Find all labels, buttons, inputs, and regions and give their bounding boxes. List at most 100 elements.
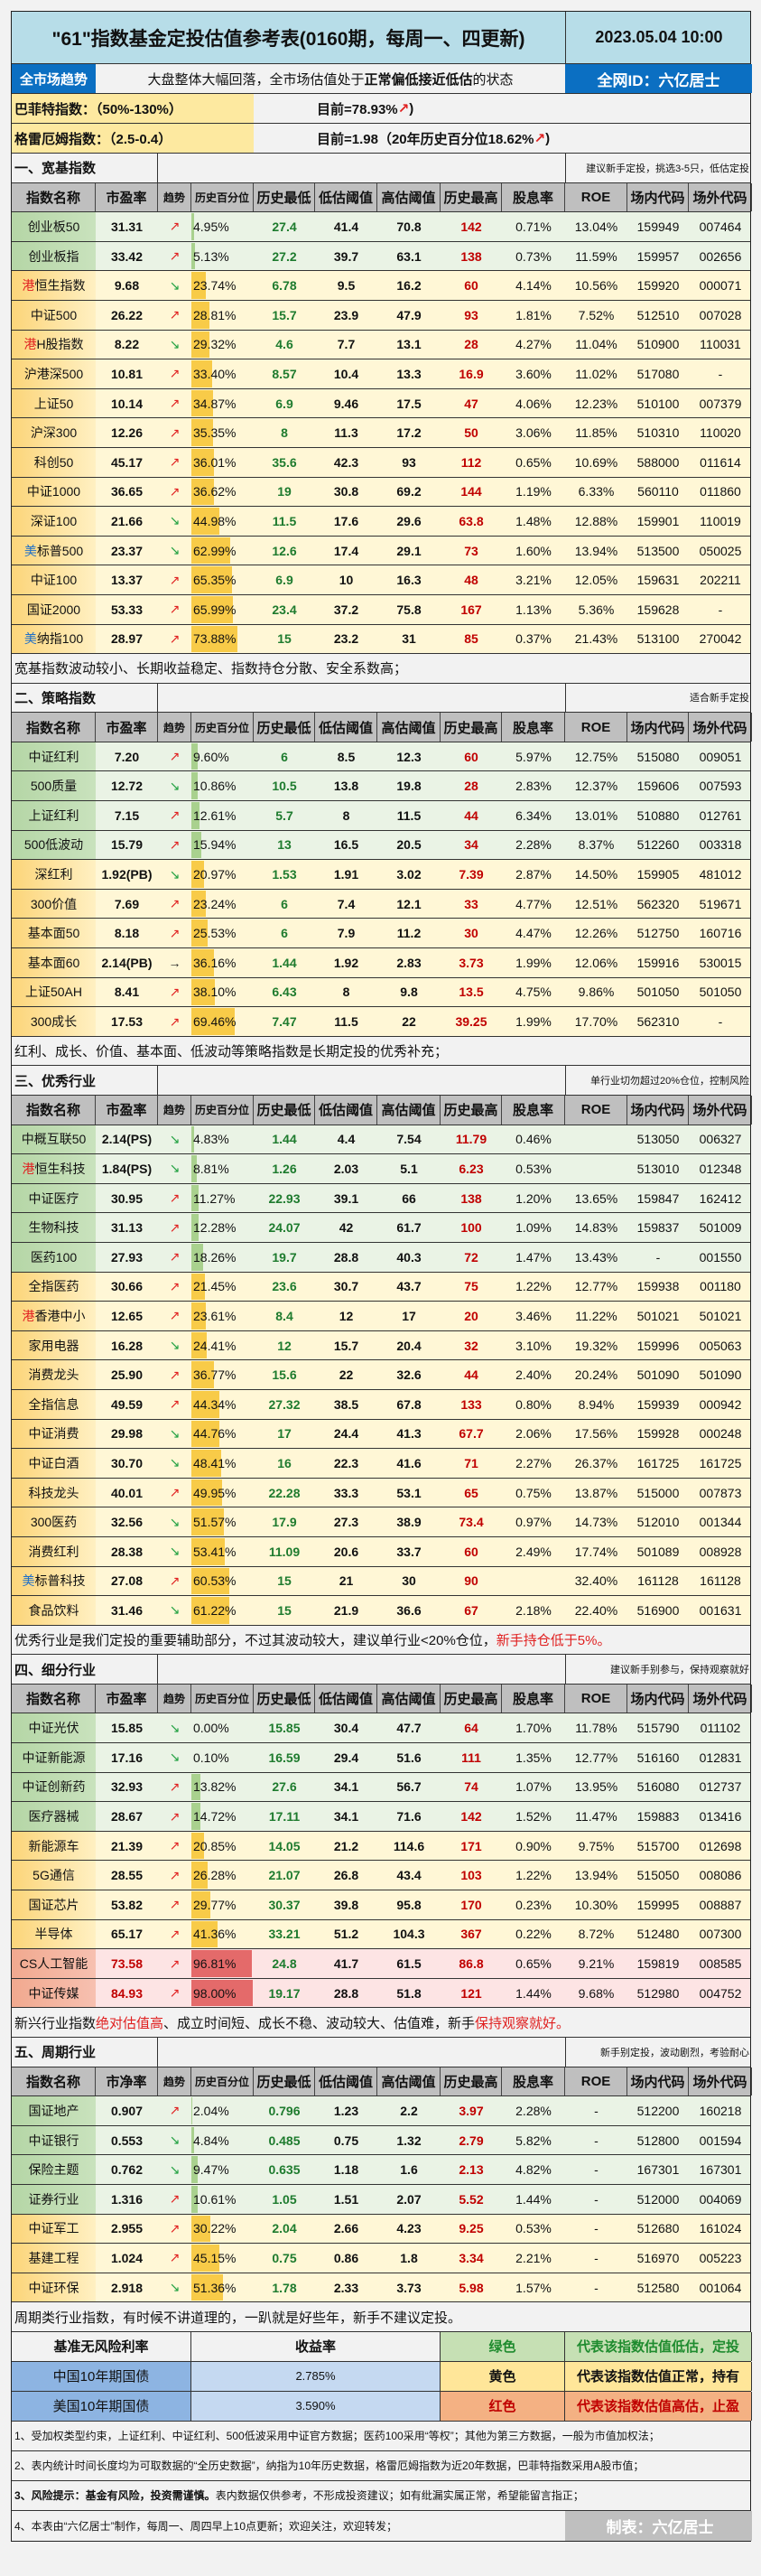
- percentile-cell: 65.35%: [191, 565, 254, 594]
- pe-value: 32.93: [110, 1779, 144, 1795]
- code-offsite: 161128: [700, 1573, 741, 1589]
- footnote-2: 2、表内统计时间长度均为可取数据的“全历史数据”，纳指为10年历史数据，格雷厄姆…: [12, 2450, 750, 2481]
- trend-down-icon: ↘: [169, 1750, 181, 1765]
- trend-down-icon: ↘: [169, 1544, 181, 1559]
- percentile-value: 11.27%: [193, 1190, 236, 1206]
- low-threshold: 28.8: [333, 1985, 359, 2001]
- table-row: 中证白酒 30.70 ↘ 48.41% 16 22.3 41.6 71 2.27% 26.37% 1…: [12, 1449, 750, 1479]
- percentile-cell: 60.53%: [191, 1567, 254, 1596]
- dividend-yield: 4.75%: [515, 985, 552, 1000]
- pe-value: 21.39: [110, 1838, 144, 1853]
- percentile-value: 44.76%: [193, 1426, 237, 1442]
- code-onsite: 512580: [636, 2280, 680, 2295]
- code-onsite: 501021: [636, 1308, 680, 1323]
- column-header-dividend: 股息率: [502, 713, 565, 742]
- code-offsite: 007464: [699, 219, 742, 234]
- buffett-index-value: 目前=78.93% ↗): [254, 94, 752, 123]
- code-onsite: 501090: [636, 1367, 680, 1383]
- dividend-yield: 0.53%: [515, 1161, 552, 1176]
- table-row: 基建工程 1.024 ↗ 45.15% 0.75 0.86 1.8 3.34 2.21% - 516…: [12, 2244, 750, 2273]
- low-threshold: 1.51: [333, 2191, 359, 2207]
- percentile-bar: [191, 360, 213, 387]
- index-name-cell: 5G通信: [12, 1861, 96, 1890]
- high-threshold: 3.02: [396, 867, 422, 882]
- percentile-bar: [191, 1243, 203, 1271]
- legend-row: 美国10年期国债 3.590% 红色 代表该指数估值高估，止盈: [12, 2391, 752, 2422]
- high-threshold: 9.8: [400, 985, 418, 1000]
- dividend-yield: 3.46%: [515, 1308, 552, 1323]
- code-offsite: 501090: [699, 1367, 742, 1383]
- column-header-percentile: 历史百分位: [191, 182, 254, 212]
- percentile-cell: 4.83%: [191, 1125, 254, 1154]
- column-header-pe: 市盈率: [96, 713, 158, 742]
- roe: 12.77%: [574, 1279, 618, 1294]
- hist-min: 15: [277, 1602, 292, 1618]
- percentile-value: 15.94%: [193, 837, 237, 853]
- low-threshold: 15.7: [333, 1338, 359, 1353]
- percentile-cell: 51.57%: [191, 1507, 254, 1536]
- code-onsite: 513100: [636, 631, 680, 647]
- index-name: 创业板50: [27, 219, 80, 234]
- high-threshold: 51.8: [396, 1985, 422, 2001]
- code-onsite: 512200: [636, 2103, 680, 2118]
- code-onsite: 515000: [636, 1485, 680, 1500]
- index-name-cell: 证券行业: [12, 2184, 96, 2214]
- code-offsite: 162412: [699, 1190, 742, 1206]
- pe-value: 13.37: [110, 573, 144, 588]
- high-threshold: 2.07: [396, 2191, 422, 2207]
- percentile-cell: 15.94%: [191, 831, 254, 860]
- percentile-cell: 4.95%: [191, 212, 254, 241]
- percentile-value: 23.74%: [193, 278, 237, 294]
- percentile-bar: [191, 1950, 252, 1977]
- column-header-code-offsite: 场外代码: [689, 1096, 752, 1125]
- percentile-value: 62.99%: [193, 543, 237, 558]
- percentile-value: 41.36%: [193, 1927, 237, 1942]
- code-offsite: 007300: [699, 1927, 742, 1942]
- table-row: 中概互联50 2.14(PS) ↘ 4.83% 1.44 4.4 7.54 11.79 0.46…: [12, 1125, 750, 1155]
- column-header-row: 指数名称 市盈率 趋势 历史百分位 历史最低 低估阈值 高估阈值 历史最高 股息率 ROE 场内代码…: [12, 1096, 752, 1125]
- index-name: CS人工智能: [19, 1956, 88, 1972]
- low-threshold: 2.33: [333, 2280, 359, 2295]
- low-threshold: 13.8: [333, 779, 359, 794]
- hist-min: 13: [277, 837, 292, 853]
- high-threshold: 12.1: [396, 896, 422, 911]
- index-name-cell: 中证白酒: [12, 1449, 96, 1478]
- index-name: 300价值: [30, 896, 78, 911]
- percentile-cell: 23.74%: [191, 271, 254, 300]
- percentile-value: 26.28%: [193, 1868, 237, 1883]
- index-name-cell: 500质量: [12, 771, 96, 801]
- dividend-yield: 0.71%: [515, 219, 552, 234]
- percentile-bar: [191, 890, 207, 918]
- trend-up-icon: ↗: [169, 925, 181, 940]
- roe: 7.52%: [578, 307, 615, 322]
- roe: 17.56%: [574, 1426, 618, 1442]
- low-threshold: 27.3: [333, 1515, 359, 1530]
- table-row: 300医药 32.56 ↘ 51.57% 17.9 27.3 38.9 73.4 0.97% 14…: [12, 1507, 750, 1537]
- pe-value: 23.37: [110, 543, 144, 558]
- table-row: 美标普科技 27.08 ↗ 60.53% 15 21 30 90 32.40% 161128 161…: [12, 1566, 750, 1597]
- table-row: 中证传媒 84.93 ↗ 98.00% 19.17 28.8 51.8 121 1.44% 9.6…: [12, 1978, 750, 2009]
- hist-max: 2.13: [459, 2162, 484, 2178]
- low-threshold: 51.2: [333, 1927, 359, 1942]
- table-row: 生物科技 31.13 ↗ 12.28% 24.07 42 61.7 100 1.09% 14.83…: [12, 1213, 750, 1243]
- high-threshold: 104.3: [393, 1927, 425, 1942]
- percentile-value: 44.98%: [193, 513, 237, 528]
- percentile-value: 8.81%: [193, 1161, 229, 1176]
- roe: 17.70%: [574, 1014, 618, 1030]
- hist-max: 47: [464, 396, 478, 411]
- index-name: 深证100: [30, 513, 78, 528]
- dividend-yield: 1.60%: [515, 543, 552, 558]
- column-header-trend: 趋势: [158, 713, 191, 742]
- column-header-roe: ROE: [565, 182, 627, 212]
- percentile-cell: 30.22%: [191, 2215, 254, 2244]
- low-threshold: 34.1: [333, 1809, 359, 1825]
- hist-min: 17: [277, 1426, 292, 1442]
- table-row: 国证芯片 53.82 ↗ 29.77% 30.37 39.8 95.8 170 0.23% 10.…: [12, 1890, 750, 1920]
- trend-down-icon: ↘: [169, 1720, 181, 1735]
- percentile-cell: 23.24%: [191, 890, 254, 919]
- dividend-yield: 4.47%: [515, 926, 552, 941]
- low-threshold: 22.3: [333, 1455, 359, 1470]
- code-onsite: 159949: [636, 219, 680, 234]
- hist-min: 24.07: [268, 1220, 301, 1236]
- index-name-cell: 上证红利: [12, 801, 96, 830]
